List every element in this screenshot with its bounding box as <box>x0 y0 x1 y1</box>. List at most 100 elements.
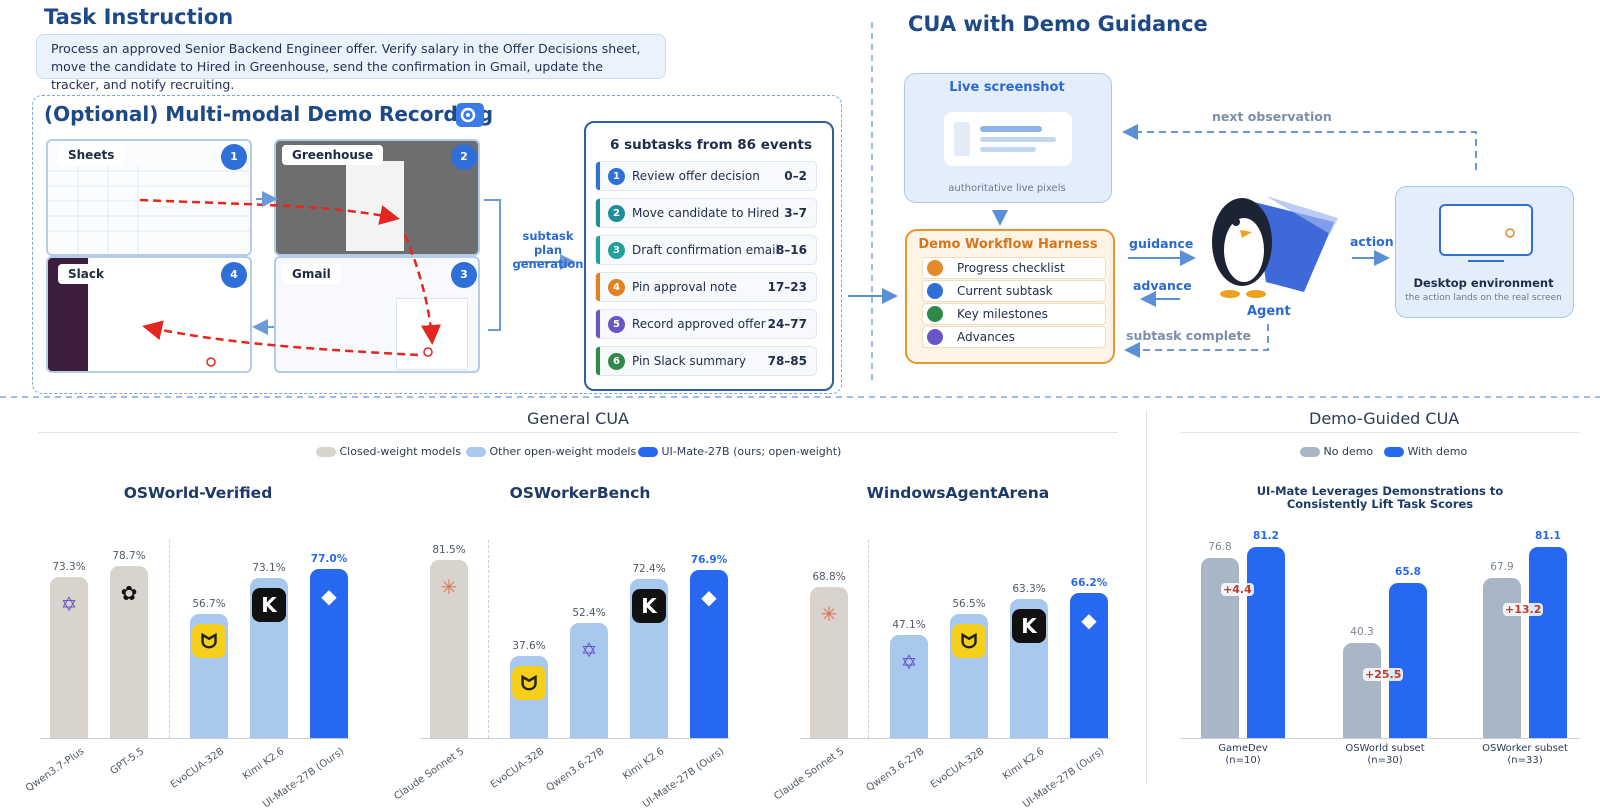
model-logo-icon: ᗢ <box>512 665 546 700</box>
subtask-range: 0–2 <box>784 169 807 183</box>
model-logo-icon: ᗢ <box>952 624 986 659</box>
step-badge-2: 2 <box>451 144 477 170</box>
action-label: action <box>1350 234 1394 249</box>
x-tick-label: EvoCUA-32B <box>488 746 547 791</box>
model-logo-icon: ✡ <box>900 649 918 674</box>
agent-label: Agent <box>1247 304 1291 319</box>
subtask-row: 2 Move candidate to Hired 3–7 <box>595 198 817 228</box>
bar-value-label: 65.8 <box>1395 566 1421 579</box>
x-tick-label: (n=33) <box>1507 755 1543 766</box>
model-logo-icon: K <box>632 589 666 624</box>
legend-swatch <box>466 447 486 457</box>
chart-bar <box>810 587 848 738</box>
chart-bar-with-demo <box>1529 547 1567 738</box>
legend-label: No demo <box>1323 445 1374 458</box>
group-separator <box>868 540 869 738</box>
next-observation-label: next observation <box>1212 109 1332 124</box>
chart-bar-no-demo <box>1483 578 1521 738</box>
app-tag-greenhouse: Greenhouse <box>282 145 384 165</box>
subtask-label: Move candidate to Hired <box>632 206 780 220</box>
x-tick-label: UI-Mate-27B (Ours) <box>261 746 347 811</box>
subtask-row: 1 Review offer decision 0–2 <box>595 161 817 191</box>
legend-label: Closed-weight models <box>339 445 461 458</box>
harness-item: Advances <box>922 326 1106 348</box>
chart-bar-with-demo <box>1389 583 1427 738</box>
subtask-range: 17–23 <box>767 280 807 294</box>
subtask-color-bar <box>596 310 600 338</box>
x-tick-label: Kimi K2.6 <box>241 746 287 783</box>
bar-value-label: 81.2 <box>1253 530 1279 543</box>
bar-value-label: 56.7% <box>192 597 226 610</box>
task-instruction-text: Process an approved Senior Backend Engin… <box>36 34 666 92</box>
subtask-range: 3–7 <box>784 206 807 220</box>
app-tag-gmail: Gmail <box>282 264 341 284</box>
bar-value-label: 40.3 <box>1350 626 1374 639</box>
chart-bar-no-demo <box>1343 643 1381 738</box>
step-badge-4: 4 <box>221 262 247 288</box>
model-logo-icon: ✡ <box>60 592 78 617</box>
harness-item-label: Current subtask <box>957 284 1053 298</box>
harness-item: Progress checklist <box>922 257 1106 279</box>
bar-value-label: 37.6% <box>512 639 546 652</box>
model-logo-icon: ᗢ <box>192 623 226 658</box>
chart-bar <box>1010 599 1048 738</box>
subtask-label: Pin approval note <box>632 280 737 294</box>
legend-swatch <box>638 447 658 457</box>
penguin-agent-icon <box>1204 182 1342 304</box>
legend-swatch <box>1300 447 1320 457</box>
task-instruction-title: Task Instruction <box>44 5 234 29</box>
delta-label: +25.5 <box>1363 668 1404 682</box>
subtask-row: 3 Draft confirmation email 8–16 <box>595 235 817 265</box>
step-badge-1: 1 <box>221 144 247 170</box>
chart-bar <box>250 577 288 738</box>
divider <box>1180 432 1580 433</box>
video-camera-icon <box>456 103 484 127</box>
bar-value-label: 73.3% <box>52 561 86 574</box>
subtask-plan-title: 6 subtasks from 86 events <box>610 137 812 153</box>
x-tick-label: UI-Mate-27B (Ours) <box>641 746 727 811</box>
chart-bar <box>430 559 468 738</box>
delta-label: +13.2 <box>1503 603 1544 617</box>
model-logo-icon: K <box>1012 609 1046 644</box>
legend-swatch <box>1384 447 1404 457</box>
x-tick-label: (n=10) <box>1225 755 1261 766</box>
chart-bar <box>950 614 988 738</box>
group-separator <box>169 540 170 738</box>
chart-baseline <box>420 738 730 739</box>
subtask-row: 6 Pin Slack summary 78–85 <box>595 346 817 376</box>
bar-value-label: 78.7% <box>112 549 146 562</box>
bar-value-label: 63.3% <box>1012 583 1046 596</box>
step-badge-3: 3 <box>451 262 477 288</box>
harness-item: Key milestones <box>922 303 1106 325</box>
x-tick-label: UI-Mate-27B (Ours) <box>1021 746 1107 811</box>
live-screenshot-caption: authoritative live pixels <box>948 183 1066 194</box>
guidance-label: guidance <box>1129 236 1194 251</box>
x-tick-label: (n=30) <box>1367 755 1403 766</box>
subtask-color-bar <box>596 199 600 227</box>
legend-no-demo: No demo <box>1300 445 1373 458</box>
bar-value-label: 72.4% <box>632 563 666 576</box>
x-tick-label: Qwen3.6-27B <box>544 746 607 794</box>
subtask-range: 8–16 <box>775 243 807 257</box>
chart-baseline <box>800 738 1110 739</box>
x-tick-label: Claude Sonnet 5 <box>392 746 467 803</box>
x-tick-label: EvoCUA-32B <box>168 746 227 791</box>
harness-item-label: Progress checklist <box>957 261 1065 275</box>
chart-bar-no-demo <box>1201 557 1239 738</box>
x-tick-label: Claude Sonnet 5 <box>772 746 847 803</box>
bar-value-label: 47.1% <box>892 618 926 631</box>
subtask-color-bar <box>596 162 600 190</box>
chart-baseline <box>1180 738 1580 739</box>
cua-title: CUA with Demo Guidance <box>908 12 1208 36</box>
subtask-color-bar <box>596 273 600 301</box>
subtask-row: 5 Record approved offer 24–77 <box>595 309 817 339</box>
chart-bar <box>890 634 928 738</box>
harness-item: Current subtask <box>922 280 1106 302</box>
cua-connectors <box>0 22 1600 398</box>
legend-with-demo: With demo <box>1384 445 1467 458</box>
bar-value-label: 56.5% <box>952 598 986 611</box>
subtask-color-bar <box>596 236 600 264</box>
bar-value-label: 77.0% <box>310 553 348 566</box>
bar-value-label: 76.8 <box>1208 540 1232 553</box>
harness-item-label: Key milestones <box>957 307 1048 321</box>
